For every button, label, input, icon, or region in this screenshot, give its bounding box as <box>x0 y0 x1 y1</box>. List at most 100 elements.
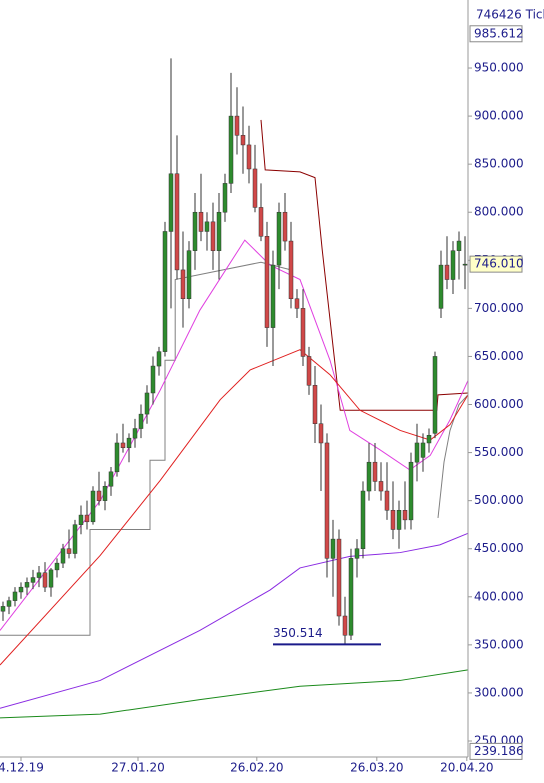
candle-body <box>18 586 24 593</box>
candle-body <box>114 442 120 473</box>
candle-body <box>120 442 126 449</box>
candle-body <box>378 481 384 492</box>
y-tick-label: 950.000 <box>474 61 524 75</box>
candle-body <box>150 365 156 394</box>
x-tick-label: 26.02.20 <box>230 761 283 775</box>
candle-body <box>366 461 372 492</box>
candle-body <box>384 490 390 511</box>
annotation-label: 350.514 <box>273 626 323 640</box>
candle-body <box>456 240 462 251</box>
candle-body <box>24 582 30 588</box>
candle-body <box>144 392 150 415</box>
candle-body <box>426 435 432 444</box>
y-max-label: 985.612 <box>474 26 524 40</box>
candle-body <box>204 221 210 232</box>
candle-body <box>462 263 468 266</box>
candle-body <box>234 115 240 136</box>
candle-body <box>312 385 318 424</box>
candle-body <box>450 250 456 280</box>
candle-body <box>54 562 60 571</box>
indicator-line <box>0 261 292 636</box>
candle-body <box>258 207 264 237</box>
indicator-line <box>0 349 469 666</box>
y-tick-label: 850.000 <box>474 157 524 171</box>
candle-body <box>354 548 360 559</box>
y-tick-label: 800.000 <box>474 205 524 219</box>
candle-body <box>396 510 402 530</box>
chart-title: 746426 Tick <box>476 8 544 22</box>
candle-body <box>168 173 174 232</box>
indicator-line <box>0 669 469 719</box>
y-tick-label: 900.000 <box>474 109 524 123</box>
candle-body <box>162 231 168 352</box>
candle-body <box>264 236 270 328</box>
candle-body <box>6 600 12 607</box>
candle-body <box>210 221 216 251</box>
indicator-line <box>0 532 469 709</box>
candle-body <box>342 615 348 636</box>
candle-body <box>324 442 330 559</box>
candle-body <box>246 144 252 170</box>
y-tick-label: 300.000 <box>474 685 524 699</box>
candle-body <box>336 538 342 617</box>
y-tick-label: 350.000 <box>474 637 524 651</box>
candle-body <box>276 211 282 266</box>
candle-body <box>96 490 102 501</box>
candle-body <box>300 308 306 357</box>
x-tick-label: 20.04.20 <box>440 761 493 775</box>
candle-body <box>360 490 366 549</box>
candle-body <box>60 548 66 564</box>
candle-body <box>228 115 234 184</box>
candle-body <box>294 298 300 309</box>
candle-body <box>42 572 48 588</box>
candle-body <box>306 356 312 386</box>
candle-body <box>48 569 54 588</box>
candle-body <box>192 211 198 251</box>
y-min-label: 239.186 <box>474 744 524 758</box>
candle-body <box>252 168 258 208</box>
candle-body <box>420 442 426 458</box>
candle-body <box>156 351 162 367</box>
candle-body <box>78 514 84 525</box>
candle-body <box>12 591 18 601</box>
y-tick-label: 700.000 <box>474 301 524 315</box>
indicator-line <box>0 239 469 631</box>
candle-body <box>84 514 90 523</box>
y-max-label-box <box>469 25 523 43</box>
candle-body <box>402 510 408 521</box>
candle-body <box>390 510 396 530</box>
indicator-line <box>437 394 469 519</box>
last-price-label-box <box>469 255 523 273</box>
y-tick-label: 400.000 <box>474 589 524 603</box>
x-tick-label: 27.01.20 <box>111 761 164 775</box>
candle-body <box>198 211 204 232</box>
candle-body <box>72 524 78 554</box>
candle-body <box>318 423 324 444</box>
y-tick-label: 550.000 <box>474 445 524 459</box>
x-tick-label: 26.03.20 <box>350 761 403 775</box>
candle-body <box>414 442 420 463</box>
candle-body <box>432 356 438 434</box>
candle-body <box>30 577 36 583</box>
candle-body <box>438 264 444 309</box>
x-tick-label: 4.12.19 <box>0 761 44 775</box>
candle-body <box>0 606 6 612</box>
candle-body <box>216 211 222 251</box>
candle-body <box>444 264 450 280</box>
y-min-label-box <box>469 742 523 760</box>
y-tick-label: 650.000 <box>474 349 524 363</box>
y-tick-label: 500.000 <box>474 493 524 507</box>
candle-body <box>66 548 72 554</box>
y-tick-label: 450.000 <box>474 541 524 555</box>
candle-body <box>174 173 180 271</box>
y-tick-label: 600.000 <box>474 397 524 411</box>
candle-body <box>36 572 42 578</box>
candle-body <box>270 264 276 328</box>
candle-body <box>138 413 144 429</box>
candle-body <box>180 269 186 300</box>
candle-body <box>288 240 294 300</box>
candle-body <box>240 135 246 146</box>
candle-body <box>108 471 114 487</box>
